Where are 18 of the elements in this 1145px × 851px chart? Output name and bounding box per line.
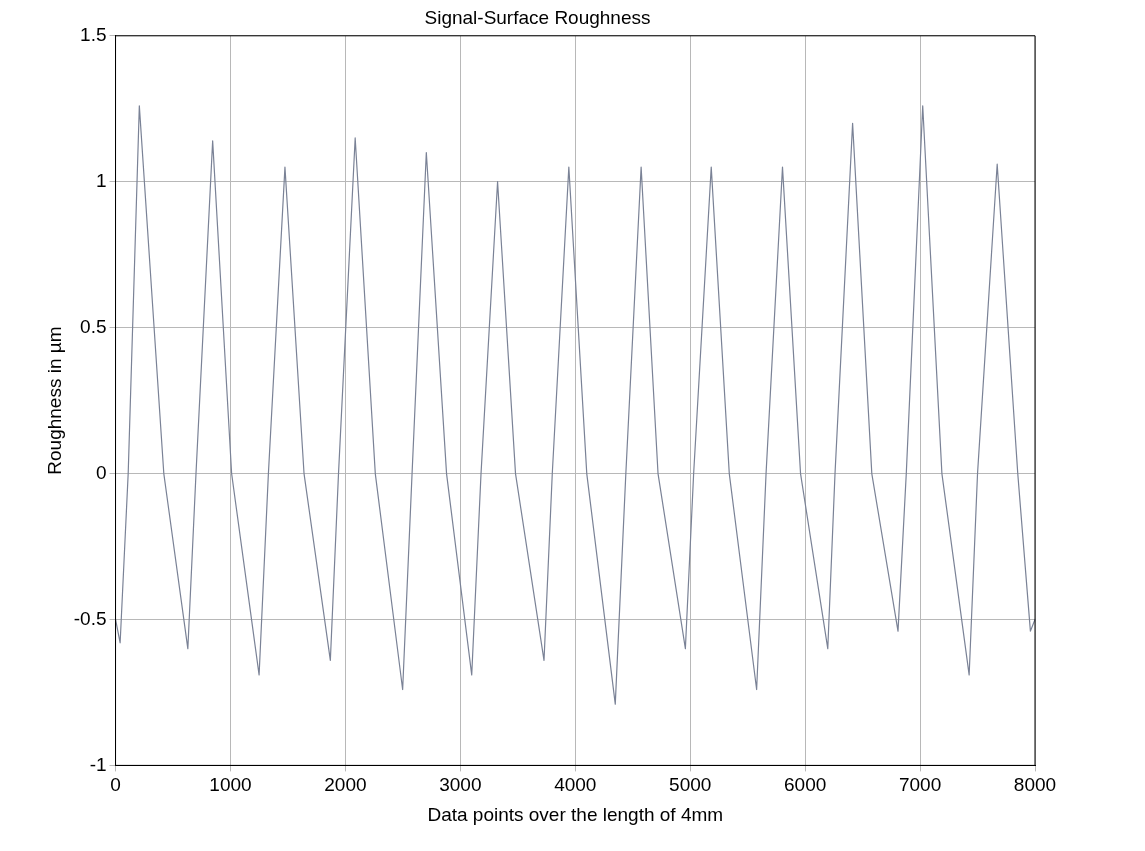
y-axis-title: Roughness in µm — [43, 326, 65, 475]
x-tick-label: 7000 — [898, 774, 942, 796]
x-tick-label: 8000 — [1013, 774, 1057, 796]
x-tick-label: 3000 — [439, 774, 482, 796]
x-tick-label: 1000 — [209, 774, 252, 796]
chart-title: Signal-Surface Roughness — [424, 6, 651, 28]
x-tick-label: 2000 — [324, 774, 367, 796]
y-tick-label: 0.5 — [80, 315, 107, 337]
y-tick-label: -0.5 — [73, 607, 107, 629]
x-tick-label: 4000 — [554, 774, 597, 796]
x-tick-label: 0 — [110, 774, 121, 796]
y-tick-label: -1 — [89, 753, 107, 775]
x-axis-title: Data points over the length of 4mm — [427, 803, 724, 825]
y-tick-label: 1 — [95, 169, 107, 191]
y-tick-label: 1.5 — [80, 24, 107, 46]
y-tick-label: 0 — [95, 461, 107, 483]
x-tick-label: 6000 — [783, 774, 827, 796]
x-tick-label: 5000 — [669, 774, 712, 796]
